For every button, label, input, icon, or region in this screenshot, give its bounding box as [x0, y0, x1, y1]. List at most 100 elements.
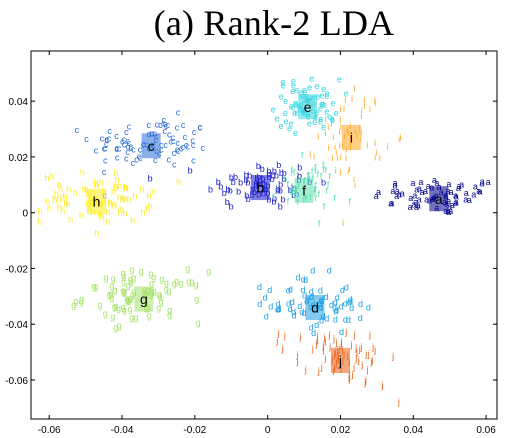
class-center-label-b: b — [256, 180, 264, 196]
data-point-i: i — [343, 103, 345, 113]
data-point-a: a — [432, 175, 437, 185]
data-point-b: b — [225, 185, 230, 195]
data-point-i: i — [330, 119, 332, 129]
data-point-c: c — [167, 154, 172, 164]
data-point-j: j — [370, 355, 373, 365]
data-point-c: c — [172, 148, 177, 158]
data-point-c: c — [75, 125, 80, 135]
data-point-i: i — [325, 114, 327, 124]
data-point-h: h — [151, 187, 156, 197]
data-point-c: c — [191, 155, 196, 165]
data-point-a: a — [392, 178, 397, 188]
data-point-g: g — [127, 304, 132, 314]
data-point-i: i — [332, 153, 334, 163]
data-point-h: h — [73, 188, 78, 198]
data-point-e: e — [291, 102, 296, 112]
data-point-i: i — [317, 132, 319, 142]
data-point-c: c — [176, 108, 181, 118]
data-point-e: e — [337, 74, 342, 84]
data-point-g: g — [179, 278, 184, 288]
class-center-label-h: h — [93, 194, 101, 210]
data-point-d: d — [301, 275, 306, 285]
data-point-h: h — [45, 196, 50, 206]
y-tick-label: 0 — [22, 209, 28, 220]
data-point-i: i — [374, 96, 376, 106]
data-point-j: j — [281, 343, 284, 353]
data-point-g: g — [71, 300, 76, 310]
data-point-d: d — [366, 302, 371, 312]
data-point-g: g — [110, 311, 115, 321]
x-tick-label: -0.06 — [38, 425, 61, 436]
y-tick-label: -0.04 — [5, 320, 28, 331]
data-point-a: a — [411, 199, 416, 209]
y-tick-label: 0.04 — [9, 97, 29, 108]
data-point-e: e — [281, 81, 286, 91]
data-point-b: b — [148, 174, 153, 184]
data-point-e: e — [334, 108, 339, 118]
data-point-i: i — [379, 153, 381, 163]
data-point-g: g — [109, 281, 114, 291]
data-point-g: g — [109, 293, 114, 303]
x-tick-label: -0.02 — [183, 425, 206, 436]
data-point-g: g — [103, 272, 108, 282]
data-point-i: i — [339, 141, 341, 151]
data-point-i: i — [374, 152, 376, 162]
x-tick-label: 0.02 — [331, 425, 351, 436]
data-point-d: d — [267, 285, 272, 295]
data-point-b: b — [229, 202, 234, 212]
data-point-g: g — [167, 305, 172, 315]
data-point-d: d — [318, 285, 323, 295]
data-point-i: i — [344, 95, 346, 105]
data-point-j: j — [334, 337, 337, 347]
class-center-label-a: a — [435, 191, 443, 207]
data-point-i: i — [366, 140, 368, 150]
data-point-j: j — [275, 336, 278, 346]
data-point-c: c — [107, 133, 112, 143]
data-point-j: j — [358, 344, 361, 354]
data-point-g: g — [120, 286, 125, 296]
data-point-f: f — [301, 151, 304, 161]
data-point-b: b — [278, 202, 283, 212]
data-point-c: c — [172, 160, 177, 170]
data-point-j: j — [347, 372, 350, 382]
data-point-j: j — [364, 349, 367, 359]
data-point-g: g — [206, 266, 211, 276]
data-point-c: c — [131, 158, 136, 168]
data-point-d: d — [358, 313, 363, 323]
data-point-g: g — [159, 274, 164, 284]
data-point-j: j — [328, 329, 331, 339]
data-point-c: c — [84, 134, 89, 144]
data-point-d: d — [257, 282, 262, 292]
data-point-i: i — [309, 149, 311, 159]
data-point-j: j — [381, 381, 384, 391]
data-point-f: f — [349, 197, 352, 207]
data-point-a: a — [374, 191, 379, 201]
data-point-d: d — [358, 299, 363, 309]
data-point-j: j — [371, 342, 374, 352]
data-point-c: c — [102, 167, 107, 177]
data-point-i: i — [369, 105, 371, 115]
data-point-b: b — [216, 177, 221, 187]
data-point-h: h — [111, 186, 116, 196]
data-point-a: a — [450, 200, 455, 210]
data-point-b: b — [208, 185, 213, 195]
data-point-c: c — [175, 123, 180, 133]
data-point-j: j — [352, 362, 355, 372]
data-point-h: h — [123, 209, 128, 219]
data-point-h: h — [60, 205, 65, 215]
data-point-h: h — [79, 211, 84, 221]
data-point-j: j — [298, 331, 301, 341]
data-point-g: g — [122, 305, 127, 315]
data-point-a: a — [477, 187, 482, 197]
data-point-i: i — [328, 142, 330, 152]
data-point-g: g — [103, 309, 108, 319]
y-tick-label: -0.02 — [5, 264, 28, 275]
data-point-j: j — [320, 362, 323, 372]
data-point-j: j — [354, 342, 357, 352]
data-point-b: b — [236, 187, 241, 197]
data-point-h: h — [126, 194, 131, 204]
data-point-j: j — [364, 375, 367, 385]
data-point-g: g — [133, 312, 138, 322]
class-center-label-i: i — [350, 129, 353, 145]
